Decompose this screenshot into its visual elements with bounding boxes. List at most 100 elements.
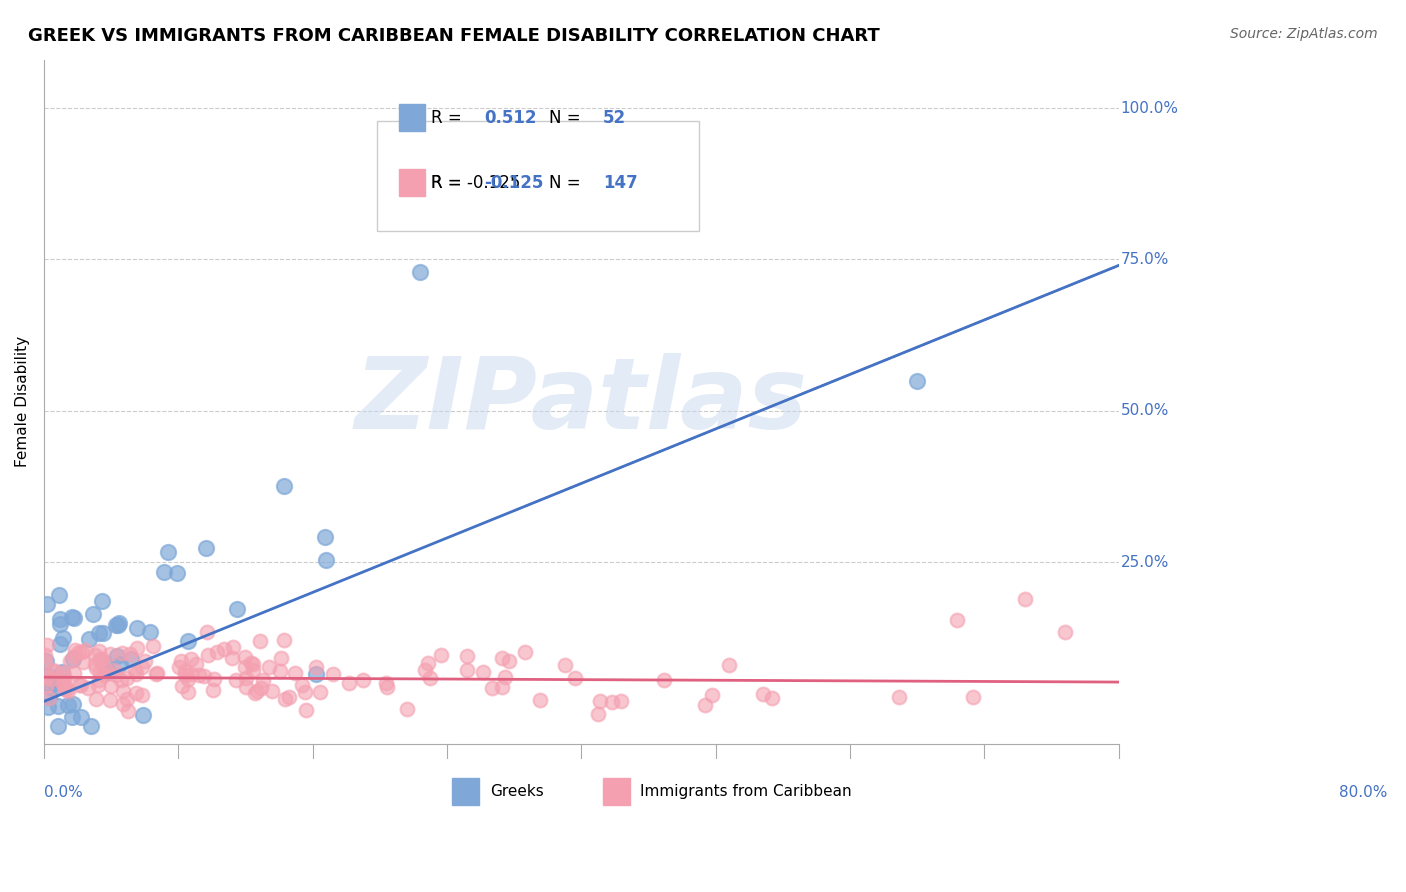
Point <box>270 650 292 665</box>
Point <box>103 663 125 677</box>
Point <box>63 648 86 663</box>
Text: 100.0%: 100.0% <box>1121 101 1178 116</box>
Point <box>260 684 283 698</box>
Point <box>52 632 75 646</box>
Point <box>225 673 247 688</box>
Point <box>153 566 176 580</box>
Point <box>291 678 314 692</box>
Point <box>193 668 215 682</box>
Point <box>139 624 162 639</box>
Point <box>75 642 97 657</box>
Point <box>62 697 84 711</box>
Text: 50.0%: 50.0% <box>1121 403 1170 418</box>
Text: 0.512: 0.512 <box>485 109 537 127</box>
Point <box>588 706 610 721</box>
Point <box>233 659 256 673</box>
Text: R = -0.125: R = -0.125 <box>430 174 520 192</box>
Point <box>315 553 337 567</box>
Point <box>652 673 675 687</box>
Point <box>695 698 717 712</box>
Point <box>105 618 128 632</box>
Point <box>195 625 218 640</box>
Text: 0.0%: 0.0% <box>44 785 83 800</box>
Point <box>98 693 121 707</box>
Text: 80.0%: 80.0% <box>1339 785 1388 800</box>
Point <box>125 641 148 656</box>
Point <box>610 694 633 708</box>
Point <box>700 688 723 702</box>
Point <box>239 656 262 670</box>
Point <box>51 675 73 690</box>
Point <box>273 632 295 647</box>
Point <box>72 655 94 669</box>
Text: N =: N = <box>548 109 586 127</box>
Text: 75.0%: 75.0% <box>1121 252 1170 267</box>
Point <box>49 613 72 627</box>
Point <box>1014 591 1036 606</box>
Point <box>108 616 131 631</box>
Point <box>430 648 453 662</box>
Point <box>120 647 142 661</box>
Point <box>111 646 134 660</box>
Point <box>235 680 257 694</box>
Point <box>270 665 292 679</box>
Point <box>115 671 138 685</box>
Text: Immigrants from Caribbean: Immigrants from Caribbean <box>640 784 852 799</box>
Point <box>273 691 295 706</box>
Point <box>83 648 105 663</box>
Point <box>72 645 94 659</box>
Point <box>37 638 59 652</box>
Point <box>112 697 135 711</box>
Point <box>65 643 87 657</box>
Point <box>60 609 83 624</box>
Point <box>252 673 274 688</box>
Point <box>1053 624 1076 639</box>
Point <box>89 652 111 666</box>
Point <box>413 663 436 677</box>
Point <box>62 652 84 666</box>
Point <box>905 374 928 388</box>
Point <box>245 686 267 700</box>
Point <box>142 639 165 653</box>
Point <box>91 593 114 607</box>
Point <box>375 676 398 690</box>
Point <box>314 530 336 544</box>
Point <box>180 652 202 666</box>
Point <box>195 541 218 555</box>
Point <box>44 675 66 690</box>
Point <box>305 660 328 674</box>
Point <box>52 680 75 694</box>
Point <box>131 688 153 702</box>
Point <box>76 681 98 696</box>
Point <box>69 710 91 724</box>
Text: R =: R = <box>430 174 467 192</box>
Point <box>491 650 513 665</box>
Point <box>145 667 167 681</box>
Point <box>117 704 139 718</box>
Point <box>41 672 63 686</box>
Point <box>107 618 129 632</box>
Point <box>56 684 79 698</box>
Point <box>250 681 273 695</box>
Point <box>67 678 90 692</box>
Bar <box>398 169 426 196</box>
Point <box>494 670 516 684</box>
Point <box>145 665 167 680</box>
Point <box>554 658 576 673</box>
Point <box>375 680 398 694</box>
Point <box>38 669 60 683</box>
Point <box>515 645 537 659</box>
Point <box>84 691 107 706</box>
Point <box>70 678 93 692</box>
Point <box>273 479 295 493</box>
Point <box>249 633 271 648</box>
Point <box>419 671 441 685</box>
Point <box>105 668 128 682</box>
Point <box>48 589 70 603</box>
Point <box>205 645 228 659</box>
Point <box>564 671 586 685</box>
Point <box>322 666 344 681</box>
Point <box>37 699 59 714</box>
Point <box>169 660 191 674</box>
Point <box>35 679 58 693</box>
